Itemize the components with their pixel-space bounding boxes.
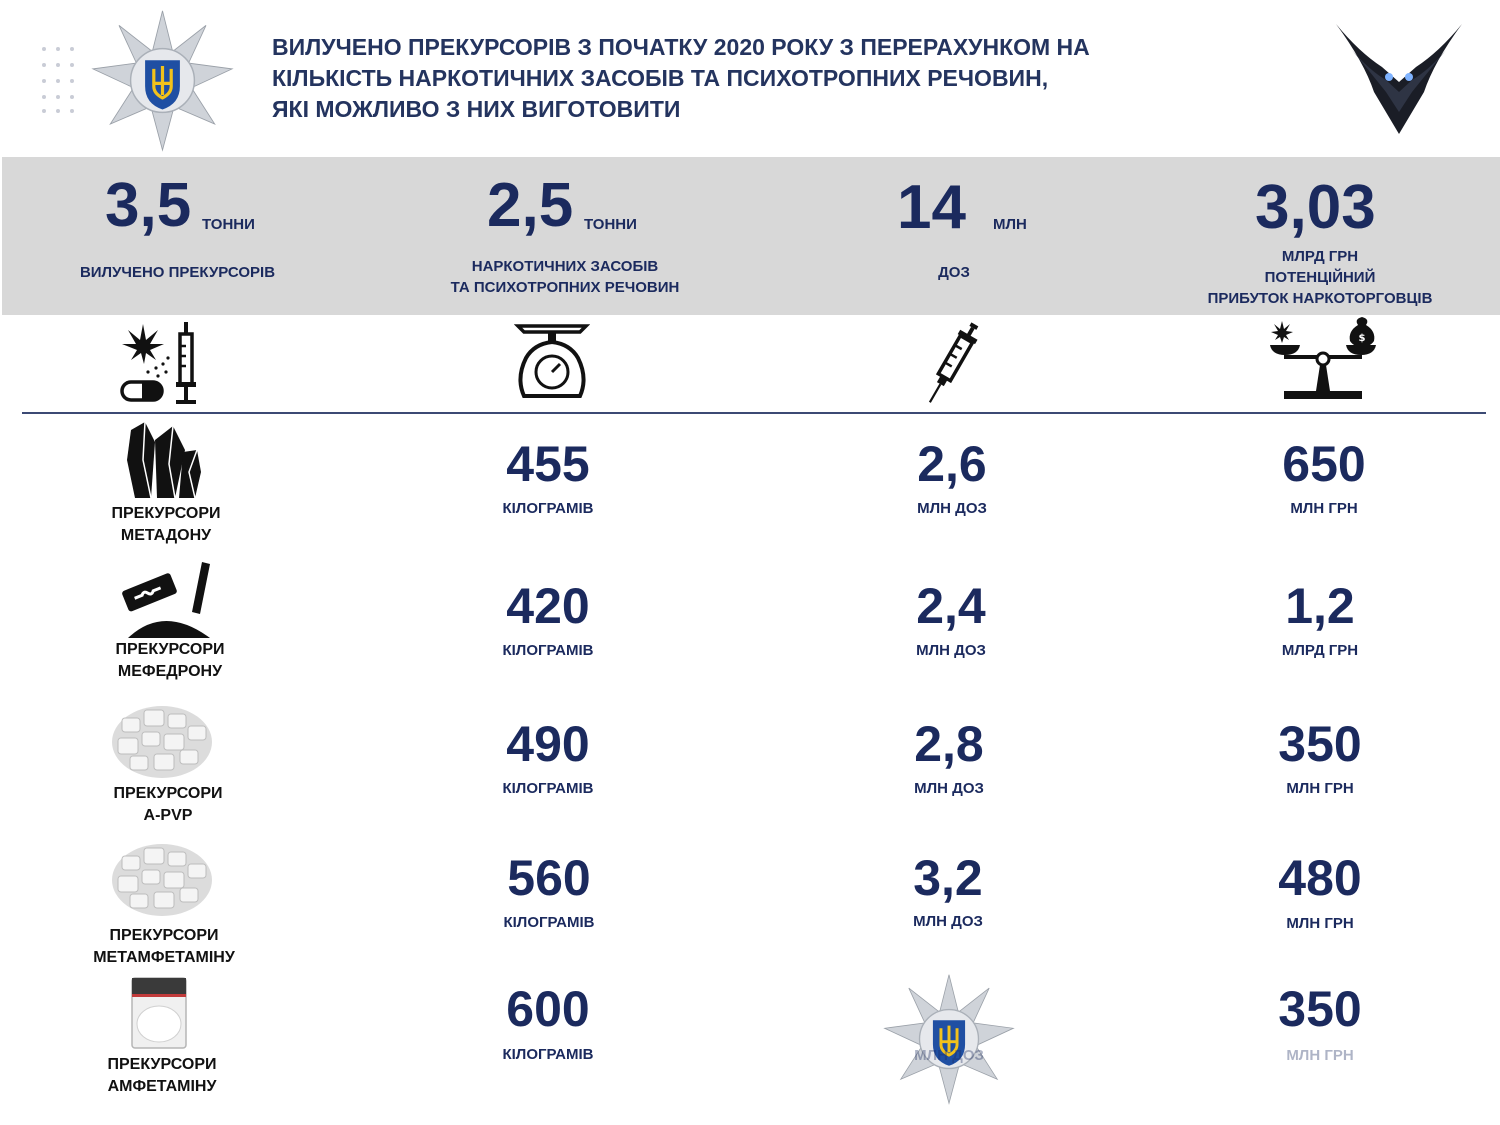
summary-caption-line: ПОТЕНЦІЙНИЙ <box>1264 269 1376 286</box>
summary-caption-line: ПРИБУТОК НАРКОТОРГОВЦІВ <box>1207 290 1433 307</box>
page-title: ВИЛУЧЕНО ПРЕКУРСОРІВ З ПОЧАТКУ 2020 РОКУ… <box>272 32 1252 125</box>
row-label: ПРЕКУРСОРИ А-PVP <box>58 783 278 827</box>
profit-value: 650 <box>1282 436 1366 492</box>
profit-value: 480 <box>1278 850 1362 906</box>
kg-value: 455 <box>506 436 590 492</box>
summary-band <box>2 157 1500 315</box>
summary-caption-line: ТА ПСИХОТРОПНИХ РЕЧОВИН <box>450 279 680 296</box>
summary-unit: ТОННИ <box>202 216 255 233</box>
row-label: ПРЕКУРСОРИ МЕТАМФЕТАМІНУ <box>54 925 274 969</box>
summary-unit: МЛН <box>993 216 1027 233</box>
kg-unit: КІЛОГРАМІВ <box>502 780 594 797</box>
police-star-emblem-icon <box>91 10 234 152</box>
row-label-line: МЕТАДОНУ <box>120 527 212 544</box>
row-label: ПРЕКУРСОРИ АМФЕТАМІНУ <box>52 1054 272 1098</box>
profit-value: 350 <box>1278 981 1362 1037</box>
summary-value: 3,03 <box>1255 173 1376 242</box>
summary-caption: НАРКОТИЧНИХ ЗАСОБІВ ТА ПСИХОТРОПНИХ РЕЧО… <box>415 256 715 298</box>
row-label-line: ПРЕКУРСОРИ <box>111 505 221 522</box>
summary-caption-line: МЛРД ГРН <box>1281 248 1359 265</box>
row-label-line: МЕФЕДРОНУ <box>117 663 223 680</box>
kg-value: 420 <box>506 578 590 634</box>
row-label-line: ПРЕКУРСОРИ <box>109 927 219 944</box>
white-crystals-photo <box>112 706 212 778</box>
row-label: ПРЕКУРСОРИ МЕТАДОНУ <box>56 503 276 547</box>
kg-value: 600 <box>506 981 590 1037</box>
kg-unit: КІЛОГРАМІВ <box>503 914 595 931</box>
doses-unit: МЛН ДОЗ <box>913 913 983 930</box>
doses-value: 2,8 <box>914 716 984 772</box>
row-label-line: МЕТАМФЕТАМІНУ <box>93 949 235 966</box>
doses-unit: МЛН ДОЗ <box>917 500 987 517</box>
summary-caption-line: НАРКОТИЧНИХ ЗАСОБІВ <box>471 258 659 275</box>
row-label-line: АМФЕТАМІНУ <box>107 1078 217 1095</box>
summary-value: 2,5 <box>487 171 574 240</box>
summary-value: 3,5 <box>105 171 192 240</box>
summary-caption-line: ВИЛУЧЕНО ПРЕКУРСОРІВ <box>79 264 276 281</box>
row-label-line: ПРЕКУРСОРИ <box>107 1056 217 1073</box>
profit-unit: МЛН ГРН <box>1286 915 1354 932</box>
row-label-line: ПРЕКУРСОРИ <box>115 641 225 658</box>
kg-unit: КІЛОГРАМІВ <box>502 500 594 517</box>
doses-value: 3,2 <box>913 850 983 906</box>
title-line: ВИЛУЧЕНО ПРЕКУРСОРІВ З ПОЧАТКУ 2020 РОКУ… <box>272 34 1090 60</box>
profit-unit: МЛН ГРН <box>1286 780 1354 797</box>
doses-value: 2,6 <box>917 436 987 492</box>
kg-unit: КІЛОГРАМІВ <box>502 642 594 659</box>
dot-grid-decoration <box>42 47 74 113</box>
row-label: ПРЕКУРСОРИ МЕФЕДРОНУ <box>60 639 280 683</box>
summary-caption: ДОЗ <box>854 262 1054 283</box>
svg-text:$: $ <box>1359 333 1366 344</box>
summary-caption: ВИЛУЧЕНО ПРЕКУРСОРІВ <box>40 262 315 283</box>
kg-unit: КІЛОГРАМІВ <box>502 1046 594 1063</box>
profit-unit: МЛН ГРН <box>1290 500 1358 517</box>
kitchen-scale-icon <box>514 324 590 398</box>
profit-value: 1,2 <box>1285 578 1355 634</box>
balance-scale-money-icon: $ <box>1270 317 1376 399</box>
razor-blade-powder-icon <box>122 562 210 638</box>
white-crystals-photo <box>112 844 212 916</box>
crystals-icon <box>127 421 201 499</box>
divider-line <box>22 412 1486 414</box>
title-line: КІЛЬКІСТЬ НАРКОТИЧНИХ ЗАСОБІВ ТА ПСИХОТР… <box>272 65 1049 91</box>
title-line: ЯКІ МОЖЛИВО З НИХ ВИГОТОВИТИ <box>272 96 681 122</box>
profit-value: 350 <box>1278 716 1362 772</box>
row-label-line: А-PVP <box>143 807 193 824</box>
drugs-cannabis-syringe-pill-icon <box>120 322 196 404</box>
profit-unit: МЛН ГРН <box>1286 1047 1354 1064</box>
summary-unit: ТОННИ <box>584 216 637 233</box>
profit-unit: МЛРД ГРН <box>1281 642 1359 659</box>
owl-emblem-icon <box>1336 24 1462 134</box>
summary-caption-line: ДОЗ <box>938 264 970 281</box>
kg-value: 490 <box>506 716 590 772</box>
summary-value: 14 <box>897 173 966 242</box>
summary-caption: МЛРД ГРН ПОТЕНЦІЙНИЙ ПРИБУТОК НАРКОТОРГО… <box>1180 246 1460 309</box>
doses-value: 2,4 <box>916 578 986 634</box>
doses-unit: МЛН ДОЗ <box>914 1047 984 1064</box>
doses-unit: МЛН ДОЗ <box>916 642 986 659</box>
police-star-watermark-icon <box>883 974 1015 1105</box>
doses-unit: МЛН ДОЗ <box>914 780 984 797</box>
powder-bag-photo <box>131 977 187 1049</box>
row-label-line: ПРЕКУРСОРИ <box>113 785 223 802</box>
syringe-icon <box>928 322 979 403</box>
kg-value: 560 <box>507 850 591 906</box>
